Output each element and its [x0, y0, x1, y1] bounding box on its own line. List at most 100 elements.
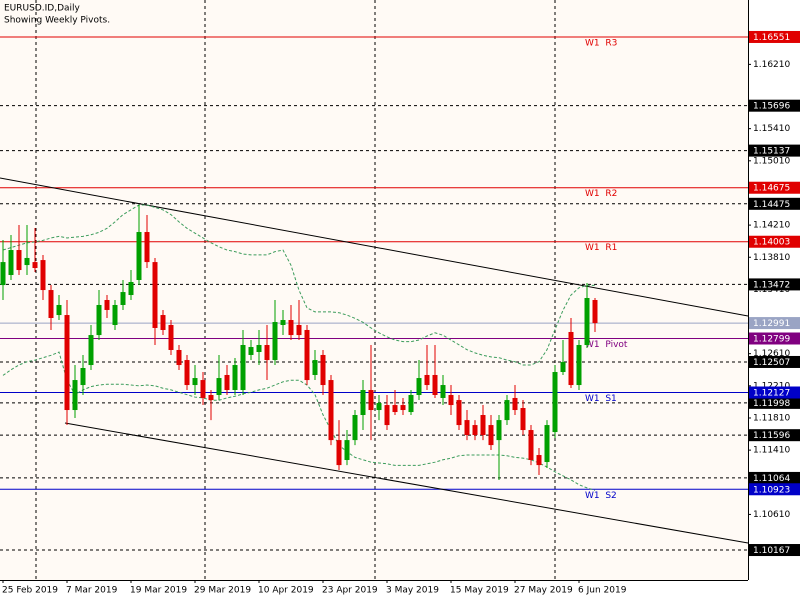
pivot-label: W1 S2 — [585, 491, 617, 501]
candle-body — [480, 415, 486, 436]
candle-body — [400, 405, 406, 411]
candle-body — [32, 262, 38, 269]
candle-body — [64, 315, 70, 411]
candle-body — [344, 440, 350, 461]
candle-body — [472, 425, 478, 436]
candle-body — [552, 372, 558, 433]
chart-title: EURUSD.ID,Daily — [4, 4, 81, 14]
x-tick-label: 6 Jun 2019 — [578, 586, 627, 596]
candle-body — [360, 390, 366, 416]
x-tick-label: 10 Apr 2019 — [258, 586, 314, 596]
candle-body — [440, 385, 446, 398]
y-tick-label: 1.13810 — [753, 253, 790, 263]
candle-body — [464, 420, 470, 436]
x-tick-label: 23 Apr 2019 — [322, 586, 378, 596]
candle-body — [432, 374, 438, 395]
pivot-label: W1 Pivot — [585, 340, 628, 350]
candle-body — [152, 262, 158, 328]
candle-body — [408, 394, 414, 413]
y-tick-label: 1.11810 — [753, 413, 790, 423]
candle-body — [0, 262, 6, 286]
y-tick-label: 1.16210 — [753, 60, 790, 70]
candle-body — [40, 260, 46, 291]
y-tick-label: 1.15010 — [753, 156, 790, 166]
candle-body — [8, 250, 14, 276]
candle-body — [184, 360, 190, 386]
y-tick-label: 1.12210 — [753, 381, 790, 391]
candle-body — [200, 380, 206, 398]
candle-body — [504, 400, 510, 421]
candle-body — [264, 345, 270, 361]
pivot-label: W1 R1 — [585, 243, 617, 253]
x-tick-label: 29 Mar 2019 — [194, 586, 251, 596]
level-box — [749, 471, 800, 484]
y-tick-label: 1.10610 — [753, 510, 790, 520]
level-box — [749, 429, 800, 442]
y-tick-label: 1.15410 — [753, 124, 790, 134]
candle-body — [256, 345, 262, 353]
candle-body — [208, 394, 214, 401]
pivot-value: 1.14003 — [753, 238, 790, 248]
x-tick-label: 25 Feb 2019 — [2, 586, 58, 596]
trendline — [0, 177, 749, 317]
time-grid — [35, 0, 556, 580]
candle-body — [392, 405, 398, 413]
candle-body — [192, 378, 198, 386]
level-value: 1.15137 — [753, 147, 790, 157]
time-axis-area — [0, 580, 748, 600]
candle-body — [488, 425, 494, 446]
candle-body — [520, 408, 526, 431]
candle-body — [584, 297, 590, 346]
level-box — [749, 396, 800, 409]
level-box — [749, 278, 800, 291]
pivot-box — [749, 181, 800, 194]
candle-body — [248, 347, 254, 355]
y-tick-label: 1.11410 — [753, 446, 790, 456]
band-upper — [2, 204, 595, 366]
candle-body — [240, 345, 246, 391]
candle-body — [48, 290, 54, 319]
level-value: 1.14475 — [753, 200, 790, 210]
level-box — [749, 144, 800, 157]
x-tick-label: 7 Mar 2019 — [66, 586, 118, 596]
candle-body — [576, 345, 582, 386]
pivot-box — [749, 235, 800, 248]
candle-body — [376, 403, 382, 411]
trendline — [64, 422, 749, 544]
level-box — [749, 544, 800, 557]
candle-body — [384, 405, 390, 426]
candle-body — [592, 300, 598, 324]
level-box — [749, 99, 800, 112]
candle-body — [24, 257, 30, 266]
candle-body — [168, 324, 174, 350]
candle-body — [80, 367, 86, 386]
pivot-label: W1 R2 — [585, 189, 617, 199]
level-value: 1.10167 — [753, 546, 790, 556]
candle-body — [336, 440, 342, 466]
candle-body — [296, 324, 302, 336]
candle-body — [560, 362, 566, 373]
pivot-box — [749, 332, 800, 345]
x-tick-label: 27 May 2019 — [514, 586, 573, 596]
pivot-box — [749, 483, 800, 496]
candle-body — [496, 420, 502, 441]
pivot-value: 1.12799 — [753, 335, 790, 345]
candle-body — [448, 394, 454, 406]
pivot-value: 1.16551 — [753, 33, 790, 43]
candle-body — [568, 331, 574, 386]
pivot-value: 1.12127 — [753, 389, 790, 399]
level-value: 1.11064 — [753, 474, 790, 484]
level-box — [749, 197, 800, 210]
pivot-box — [749, 386, 800, 399]
candle-body — [104, 300, 110, 310]
x-tick-label: 19 Mar 2019 — [130, 586, 187, 596]
candle-body — [88, 335, 94, 366]
level-value: 1.15696 — [753, 102, 790, 112]
level-value: 1.13472 — [753, 280, 790, 290]
pivot-label: W1 S1 — [585, 394, 617, 404]
candle-body — [176, 349, 182, 366]
candle-body — [272, 322, 278, 361]
candle-body — [280, 320, 286, 325]
